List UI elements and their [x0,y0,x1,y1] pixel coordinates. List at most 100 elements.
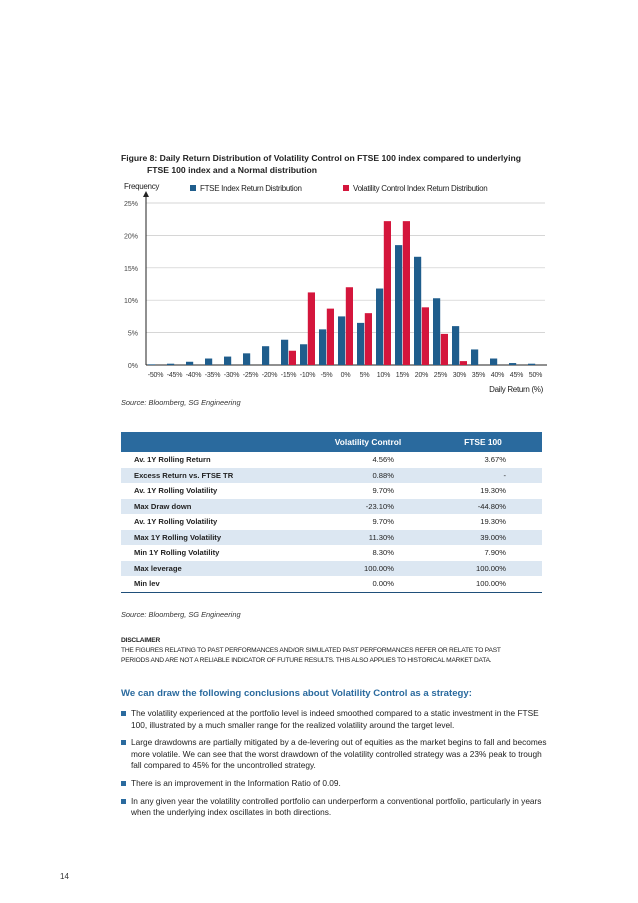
x-tick-label: 25% [434,372,447,379]
vc-value: 8.30% [372,548,394,558]
vc-value: 4.56% [372,455,394,465]
ftse-bar [167,363,175,365]
x-tick-label: 0% [341,372,351,379]
y-tick-label: 15% [124,266,138,273]
row-label: Max 1Y Rolling Volatility [121,529,312,545]
x-tick-label: -45% [167,372,183,379]
bullet-text: Large drawdowns are partially mitigated … [131,737,547,771]
row-label: Min lev [121,576,312,593]
table-header-blank [121,432,312,452]
ftse-bar [205,358,213,365]
disclaimer-line2: PERIODS AND ARE NOT A RELIABLE INDICATOR… [121,657,492,664]
bullet-square-icon [121,780,126,786]
list-item: Large drawdowns are partially mitigated … [121,737,551,772]
bullet-text: In any given year the volatility control… [131,795,542,818]
x-tick-label: -15% [281,372,297,379]
table-row: Max 1Y Rolling Volatility 11.30% 39.00% [121,529,542,545]
x-tick-label: -20% [262,372,278,379]
ftse-bar [433,298,441,365]
x-tick-label: 35% [472,372,485,379]
ftse-bar [186,361,194,365]
ftse-value: 19.30% [480,486,506,496]
ftse-value: - [424,467,542,483]
ftse-bar [357,322,365,365]
volatility-control-bar [307,292,315,365]
ftse-bar [414,256,422,365]
volatility-control-bar [345,287,353,365]
x-tick-label: 10% [377,372,390,379]
vc-value: -23.10% [312,498,424,514]
ftse-bar [300,344,308,365]
ftse-bar [281,339,289,365]
ftse-bar [452,326,460,365]
ftse-bar [490,358,498,365]
legend-label-ftse: FTSE Index Return Distribution [200,184,302,193]
conclusions-heading: We can draw the following conclusions ab… [121,688,472,699]
row-label: Excess Return vs. FTSE TR [121,467,312,483]
table-row: Excess Return vs. FTSE TR 0.88% - [121,467,542,483]
volatility-control-bar [383,221,391,365]
volatility-control-bar [421,307,429,365]
volatility-control-bar [459,361,467,365]
bullet-square-icon [121,711,126,716]
bullet-square-icon [121,798,126,804]
bullet-text: There is an improvement in the Informati… [131,777,341,788]
x-tick-label: -35% [205,372,221,379]
table-row: Min lev 0.00% 100.00% [121,576,542,593]
ftse-bar [148,364,156,365]
table-header-row: Volatility Control FTSE 100 [121,432,542,452]
vc-value: 0.00% [312,576,424,593]
ftse-value: 39.00% [424,529,542,545]
y-tick-label: 25% [124,201,138,208]
x-tick-label: 15% [396,372,409,379]
ftse-bar [395,245,403,365]
figure-title: Figure 8: Daily Return Distribution of V… [121,152,541,176]
ftse-bar [243,353,251,365]
x-tick-label: 30% [453,372,466,379]
conclusions-list: The volatility experienced at the portfo… [121,708,551,825]
ftse-bar [471,349,479,365]
row-label: Av. 1Y Rolling Return [134,455,211,465]
volatility-control-bar [402,221,410,365]
y-axis-label: Frequency [124,182,159,191]
table-row: Av. 1Y Rolling Volatility 9.70% 19.30% [121,514,542,530]
y-tick-label: 20% [124,233,138,240]
x-tick-label: 5% [360,372,370,379]
y-tick-label: 0% [128,363,138,370]
row-label: Av. 1Y Rolling Volatility [134,517,218,527]
table-source: Source: Bloomberg, SG Engineering [121,610,241,619]
ftse-value: -44.80% [424,498,542,514]
table-row: Av. 1Y Rolling Return 4.56% 3.67% [121,452,542,468]
legend-swatch-ftse [190,185,196,191]
x-tick-label: -50% [148,372,164,379]
ftse-bar [224,356,232,365]
performance-table: Volatility Control FTSE 100 Av. 1Y Rolli… [121,432,542,593]
disclaimer-line1: THE FIGURES RELATING TO PAST PERFORMANCE… [121,647,501,654]
vc-value: 9.70% [372,517,394,527]
row-label: Min 1Y Rolling Volatility [134,548,220,558]
row-label: Max leverage [121,560,312,576]
ftse-value: 19.30% [480,517,506,527]
ftse-value: 100.00% [424,560,542,576]
ftse-bar [528,363,536,365]
list-item: The volatility experienced at the portfo… [121,708,551,731]
disclaimer: DISCLAIMER THE FIGURES RELATING TO PAST … [121,636,551,666]
vc-value: 9.70% [372,486,394,496]
ftse-bar [509,363,517,365]
table-row: Max leverage 100.00% 100.00% [121,560,542,576]
y-tick-label: 10% [124,298,138,305]
page-number: 14 [60,872,69,881]
volatility-control-bar [364,313,372,365]
list-item: In any given year the volatility control… [121,796,551,819]
x-tick-label: 20% [415,372,428,379]
legend-swatch-volatility-control [343,185,349,191]
ftse-bar [338,316,346,365]
chart-source: Source: Bloomberg, SG Engineering [121,398,241,407]
legend-label-volatility-control: Volatility Control Index Return Distribu… [353,184,487,193]
return-distribution-chart: 0% 5% 10% 15% 20% 25% -50% -45% -40% -35% -30% -25%… [124,182,547,394]
table-header-volatility-control: Volatility Control [312,432,424,452]
bullet-text: The volatility experienced at the portfo… [131,708,539,730]
vc-value: 100.00% [312,560,424,576]
volatility-control-bar [326,308,334,365]
list-item: There is an improvement in the Informati… [121,778,551,790]
